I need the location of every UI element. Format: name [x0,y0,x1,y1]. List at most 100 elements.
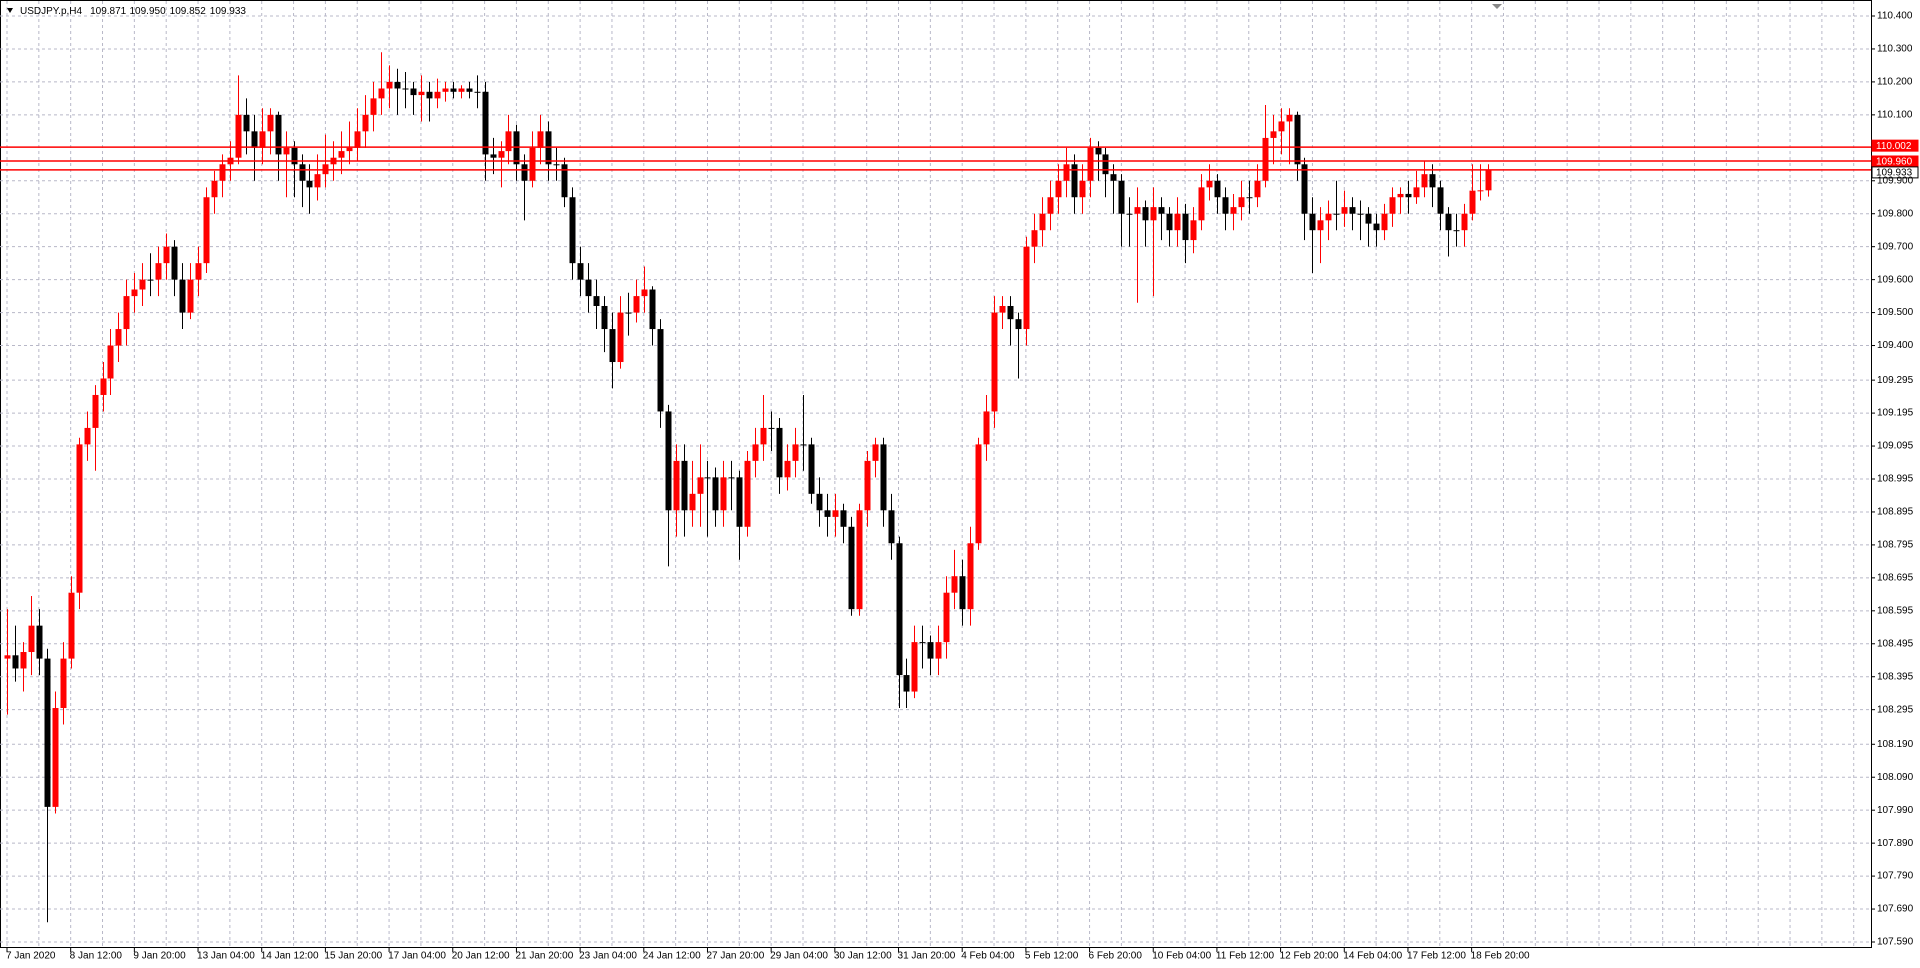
candle-body [681,460,688,511]
y-tick-label: 109.195 [1877,408,1914,419]
candle-body [1469,190,1476,214]
candle-body [824,510,831,517]
candle-body [625,312,632,314]
y-tick-label: 109.400 [1877,340,1914,351]
candle-body [12,655,19,669]
y-tick-label: 110.100 [1877,110,1913,121]
candle-body [1110,174,1117,181]
y-tick-label: 110.300 [1877,44,1913,55]
candle-body [872,444,879,461]
x-tick-label: 24 Jan 12:00 [643,951,701,962]
x-tick-label: 7 Jan 2020 [6,951,56,962]
candle-body [848,526,855,610]
candle-body [784,460,791,478]
price-level-label: 109.960 [1876,157,1913,168]
candle-body [760,427,767,445]
y-tick-label: 108.595 [1877,605,1914,616]
y-tick-label: 108.695 [1877,573,1914,584]
candle-body [1007,305,1014,320]
candle-body [1429,174,1436,188]
candle-body [704,477,711,479]
candle-body [585,279,592,297]
candle-body [1477,190,1484,192]
candle-body [744,460,751,527]
candle-body [943,592,950,643]
candle-body [1142,207,1149,221]
x-tick-label: 11 Feb 12:00 [1216,951,1275,962]
candle-body [1015,319,1022,330]
candle-body [474,91,481,93]
candle-body [314,174,321,188]
y-tick-label: 109.095 [1877,441,1914,452]
candle-body [1381,213,1388,231]
y-tick-label: 108.295 [1877,704,1914,715]
y-tick-label: 109.500 [1877,307,1914,318]
candle-body [1317,220,1324,231]
x-tick-label: 31 Jan 20:00 [898,951,956,962]
x-tick-label: 6 Feb 20:00 [1089,951,1143,962]
candle-body [338,151,345,158]
candle-body [975,444,982,544]
candle-body [967,543,974,610]
x-tick-label: 29 Jan 04:00 [770,951,828,962]
candle-body [1270,131,1277,138]
candle-body [346,147,353,152]
candle-body [1453,230,1460,232]
candle-body [697,477,704,494]
candle-body [665,411,672,511]
menu-icon[interactable] [7,8,13,13]
candle-body [243,114,250,132]
price-level-box [1871,139,1919,152]
candle-body [856,510,863,610]
candle-body [1238,197,1245,208]
candle-body [1055,180,1062,198]
candle-body [712,477,719,511]
candle-body [402,88,409,90]
candle-body [1214,180,1221,198]
candle-body [76,444,83,593]
candle-body [1039,213,1046,231]
candle-body [689,493,696,511]
candle-body [100,378,107,395]
candle-body [1206,180,1213,188]
price-level-label: 110.002 [1876,141,1912,152]
candle-body [1150,207,1157,221]
x-tick-label: 4 Feb 04:00 [961,951,1015,962]
plot-frame [0,0,1872,948]
candle-body [1461,213,1468,231]
candle-body [569,197,576,264]
candle-body [1397,193,1404,198]
candle-body [752,444,759,461]
candle-body [1485,169,1492,191]
y-tick-label: 109.700 [1877,241,1914,252]
candle-body [139,279,146,290]
candle-body [1023,246,1030,330]
candle-body [20,652,27,669]
x-tick-label: 20 Jan 12:00 [452,951,510,962]
candle-body [84,427,91,445]
candle-body [251,131,258,148]
y-tick-label: 108.395 [1877,671,1914,682]
candle-body [187,279,194,313]
candle-body [60,658,67,709]
candle-body [1254,180,1261,198]
candle-body [1286,114,1293,122]
candle-body [641,289,648,297]
candle-body [1047,197,1054,214]
candle-body [1349,207,1356,214]
symbol: USDJPY.p,H4 [20,6,83,17]
candle-body [1079,180,1086,198]
y-tick-label: 108.795 [1877,540,1914,551]
candle-body [657,329,664,412]
candle-body [195,263,202,280]
candle-body [919,642,926,644]
candle-body [52,708,59,807]
x-tick-label: 15 Jan 20:00 [324,951,382,962]
y-tick-label: 108.495 [1877,638,1914,649]
x-tick-label: 17 Jan 04:00 [388,951,446,962]
candle-body [1166,213,1173,231]
ohlc-label: 109.950 [129,6,166,17]
candle-body [1365,213,1372,224]
y-tick-label: 108.895 [1877,507,1914,518]
